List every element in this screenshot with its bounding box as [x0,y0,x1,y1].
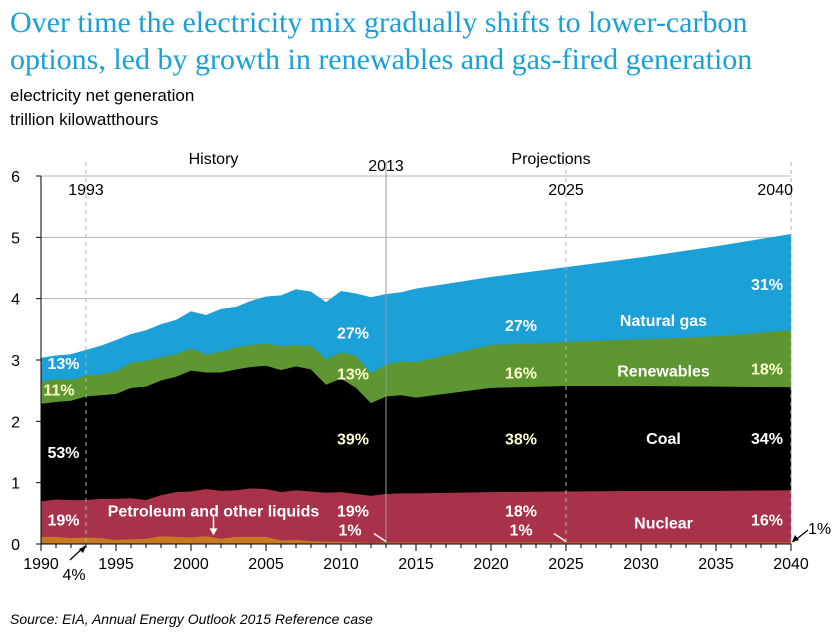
area-labels: 13% 11% 53% 19% 27% 13% 39% 19% 1% 27% 16% 38% 18% 1%… [43,277,783,539]
label-27-9: 27% [505,318,537,335]
y-tick-label-0: 0 [11,537,20,554]
chart-subtitle-units: trillion kilowatthours [10,110,159,129]
x-tick-label-2025: 2025 [548,556,584,573]
label-1-13: 1% [509,522,532,539]
stacked-areas [40,233,792,545]
marker-label-2025: 2025 [548,182,584,199]
label-39-6: 39% [337,432,369,449]
label-16-21: 16% [751,512,783,529]
label-petroleum-and-other-liquids-22: Petroleum and other liquids [108,503,320,520]
label-34-20: 34% [751,431,783,448]
source-note: Source: EIA, Annual Energy Outlook 2015 … [10,611,373,627]
axes: 0 1 2 3 4 5 6 1990 1995 2000 2005 2010 2015 2020 2025 2… [11,169,809,573]
label-19-7: 19% [337,503,369,520]
marker-label-2040: 2040 [757,182,793,199]
label-11-1: 11% [43,382,74,399]
label-19-3: 19% [47,512,79,529]
y-tick-label-3: 3 [11,353,20,370]
arrow-petroleum-head [209,528,218,536]
label-nuclear-17: Nuclear [634,516,693,533]
marker-label-1993: 1993 [68,182,104,199]
label-53-2: 53% [47,445,79,462]
x-tick-label-2030: 2030 [623,556,659,573]
y-tick-label-1: 1 [11,476,20,493]
label-31-18: 31% [751,277,783,294]
arrow-2013-shaft [373,532,387,543]
callout-4pct: 4% [62,567,85,584]
marker-label-2013: 2013 [368,158,404,175]
year-markers: 1993 2013 2025 2040 History Projections [68,151,793,544]
section-label-history: History [189,151,239,168]
arrow-4pct-head [79,546,86,553]
label-13-5: 13% [337,366,369,383]
x-tick-label-1995: 1995 [98,556,134,573]
chart-title: Over time the electricity mix gradually … [10,6,753,76]
x-tick-label-1990: 1990 [23,556,59,573]
label-1-8: 1% [338,522,361,539]
label-38-11: 38% [505,432,537,449]
x-tick-label-2000: 2000 [173,556,209,573]
label-27-4: 27% [337,325,369,342]
chart-subtitle-measure: electricity net generation [10,86,195,105]
area-natural-gas [40,233,792,382]
x-tick-label-2040: 2040 [773,556,809,573]
arrow-2025-shaft [553,532,567,543]
callout-1pct: 1% [808,521,831,538]
label-16-10: 16% [505,365,537,382]
x-tick-label-2015: 2015 [398,556,434,573]
label-18-19: 18% [751,362,783,379]
label-13-0: 13% [47,356,79,373]
y-tick-label-6: 6 [11,169,20,186]
label-natural-gas-14: Natural gas [620,313,707,330]
label-coal-16: Coal [646,431,681,448]
y-tick-label-5: 5 [11,230,20,247]
callouts: 4% 1% [62,515,831,584]
x-tick-label-2005: 2005 [248,556,284,573]
x-tick-label-2020: 2020 [473,556,509,573]
section-label-projections: Projections [511,151,590,168]
y-tick-label-2: 2 [11,414,20,431]
arrow-1pct-head [792,535,799,542]
x-tick-label-2010: 2010 [323,556,359,573]
y-tick-label-4: 4 [11,292,20,309]
label-renewables-15: Renewables [617,363,710,380]
label-18-12: 18% [505,503,537,520]
x-tick-label-2035: 2035 [698,556,734,573]
